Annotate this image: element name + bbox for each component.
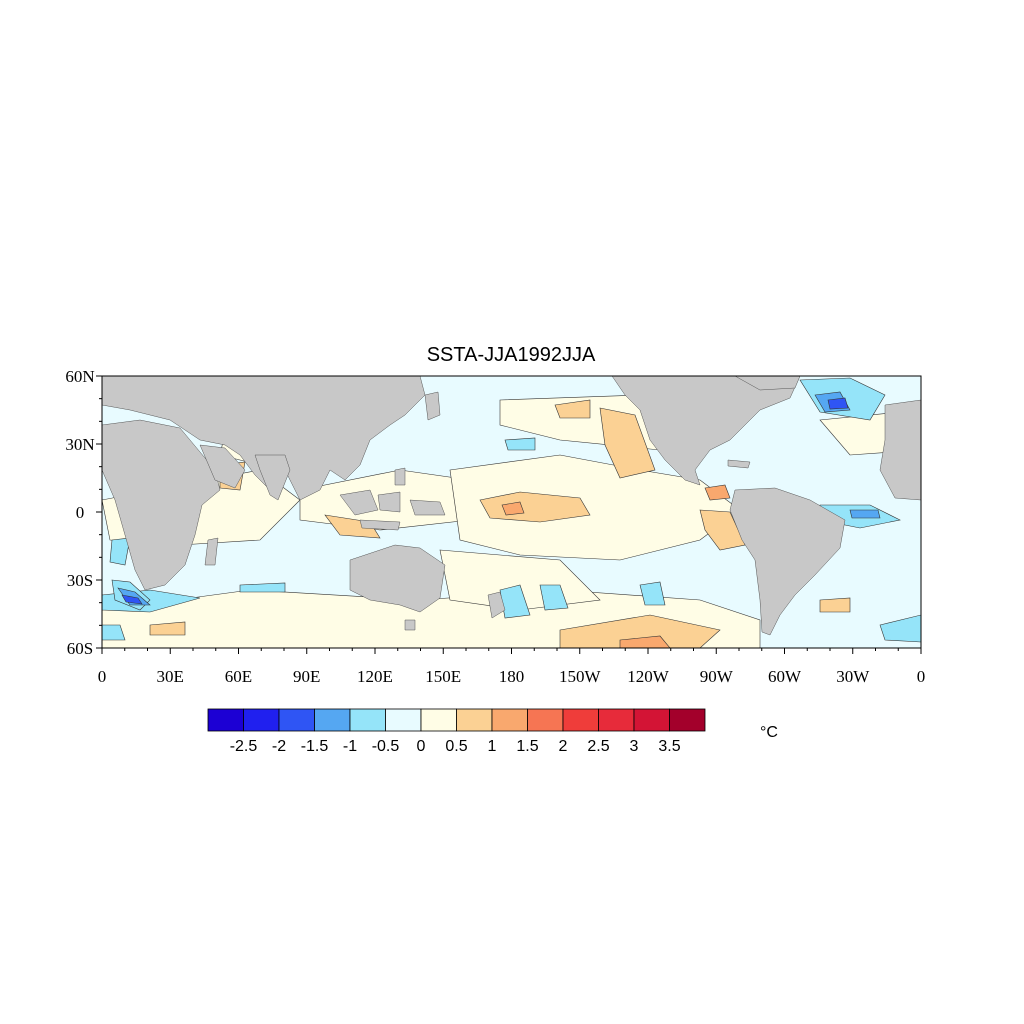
x-tick-label: 120E: [357, 667, 393, 686]
africa-landmass: [102, 419, 221, 591]
japan-landmass: [424, 391, 441, 421]
cool-anomaly-region: [639, 581, 666, 606]
colorbar-label: -2: [272, 738, 286, 755]
new-zealand-landmass: [487, 591, 506, 619]
x-tick-label: 30W: [836, 667, 870, 686]
x-tick-label: 60W: [768, 667, 802, 686]
south-america-landmass: [729, 487, 846, 636]
philippines-landmass: [394, 467, 406, 486]
sumatra-landmass: [339, 489, 379, 516]
map-plot-area: 0 30E 60E 90E 120E 150E 180 150W 120W 90W 60W 30W 0 …: [65, 367, 925, 686]
x-tick-label: 90E: [293, 667, 320, 686]
colorbar-label: -2.5: [230, 738, 258, 755]
warm-anomaly-region: [501, 501, 525, 516]
cool-anomaly-region: [879, 614, 921, 643]
x-tick-label: 150W: [559, 667, 602, 686]
colorbar-label: 1: [488, 738, 497, 755]
cool-anomaly-region: [121, 594, 143, 605]
y-tick-label: 30S: [67, 571, 93, 590]
eurasia-landmass: [102, 376, 426, 501]
cool-anomaly-region: [239, 582, 286, 593]
latitude-axis: 60N 30N 0 30S 60S: [65, 367, 102, 658]
colorbar-swatch: [349, 708, 386, 732]
colorbar-label: 0.5: [445, 738, 467, 755]
colorbar: -2.5 -2 -1.5 -1 -0.5 0 0.5 1 1.5 2 2.5 3 3.5: [207, 708, 706, 755]
cool-anomaly-region: [109, 537, 131, 566]
colorbar-swatch: [598, 708, 635, 732]
new-guinea-landmass: [409, 499, 446, 516]
colorbar-swatch: [669, 708, 706, 732]
colorbar-label: -1: [343, 738, 357, 755]
y-tick-label: 30N: [65, 435, 94, 454]
colorbar-swatch: [207, 708, 244, 732]
australia-landmass: [349, 544, 446, 613]
warm-anomaly-region: [149, 621, 186, 636]
colorbar-swatch: [633, 708, 670, 732]
x-tick-label: 0: [98, 667, 107, 686]
land-masses: [102, 376, 921, 636]
x-tick-label: 90W: [700, 667, 734, 686]
colorbar-label: 2.5: [587, 738, 609, 755]
colorbar-swatch: [456, 708, 493, 732]
colorbar-swatch: [278, 708, 315, 732]
map-title: SSTA-JJA1992JJA: [427, 344, 596, 366]
colorbar-label: 0: [417, 738, 426, 755]
colorbar-swatch: [243, 708, 280, 732]
x-tick-label: 180: [499, 667, 525, 686]
colorbar-label: -0.5: [372, 738, 400, 755]
india-landmass: [254, 454, 291, 501]
colorbar-swatch: [314, 708, 351, 732]
cool-anomaly-region: [102, 624, 126, 641]
colorbar-swatch: [562, 708, 599, 732]
warm-anomaly-region: [599, 407, 656, 479]
x-tick-label: 120W: [627, 667, 670, 686]
units-label: °C: [760, 724, 778, 741]
warm-anomaly-region: [559, 614, 721, 648]
cool-anomaly-region: [849, 509, 881, 519]
cool-anomaly-region: [504, 437, 536, 451]
colorbar-swatch: [491, 708, 528, 732]
colorbar-label: 1.5: [516, 738, 538, 755]
colorbar-swatch: [385, 708, 422, 732]
colorbar-label: 2: [559, 738, 568, 755]
x-tick-label: 60E: [225, 667, 252, 686]
java-landmass: [359, 519, 401, 531]
west-africa-landmass: [879, 399, 921, 501]
y-tick-label: 60S: [67, 639, 93, 658]
borneo-landmass: [377, 491, 401, 513]
greenland-landmass: [734, 376, 801, 391]
arabia-landmass: [199, 444, 246, 489]
warm-anomaly-region: [554, 399, 591, 419]
warm-anomaly-region: [704, 484, 731, 501]
madagascar-landmass: [204, 537, 219, 566]
colorbar-swatch: [527, 708, 564, 732]
north-america-landmass: [611, 376, 801, 486]
cool-anomaly-region: [827, 397, 849, 410]
colorbar-label: 3: [630, 738, 639, 755]
cuba-landmass: [727, 459, 751, 469]
colorbar-swatch: [420, 708, 457, 732]
x-tick-label: 0: [917, 667, 926, 686]
x-tick-label: 150E: [425, 667, 461, 686]
warm-anomaly-region: [819, 597, 851, 613]
tasmania-landmass: [404, 619, 416, 631]
warm-anomaly-region: [619, 635, 671, 648]
x-tick-label: 30E: [157, 667, 184, 686]
warm-anomaly-region: [324, 514, 381, 539]
y-tick-label: 60N: [65, 367, 94, 386]
longitude-axis: 0 30E 60E 90E 120E 150E 180 150W 120W 90W 60W 30W 0: [98, 648, 926, 686]
warm-anomaly-region: [699, 509, 746, 551]
y-tick-label: 0: [76, 503, 85, 522]
colorbar-label: -1.5: [301, 738, 329, 755]
colorbar-label: 3.5: [658, 738, 680, 755]
cool-anomaly-region: [539, 584, 569, 611]
